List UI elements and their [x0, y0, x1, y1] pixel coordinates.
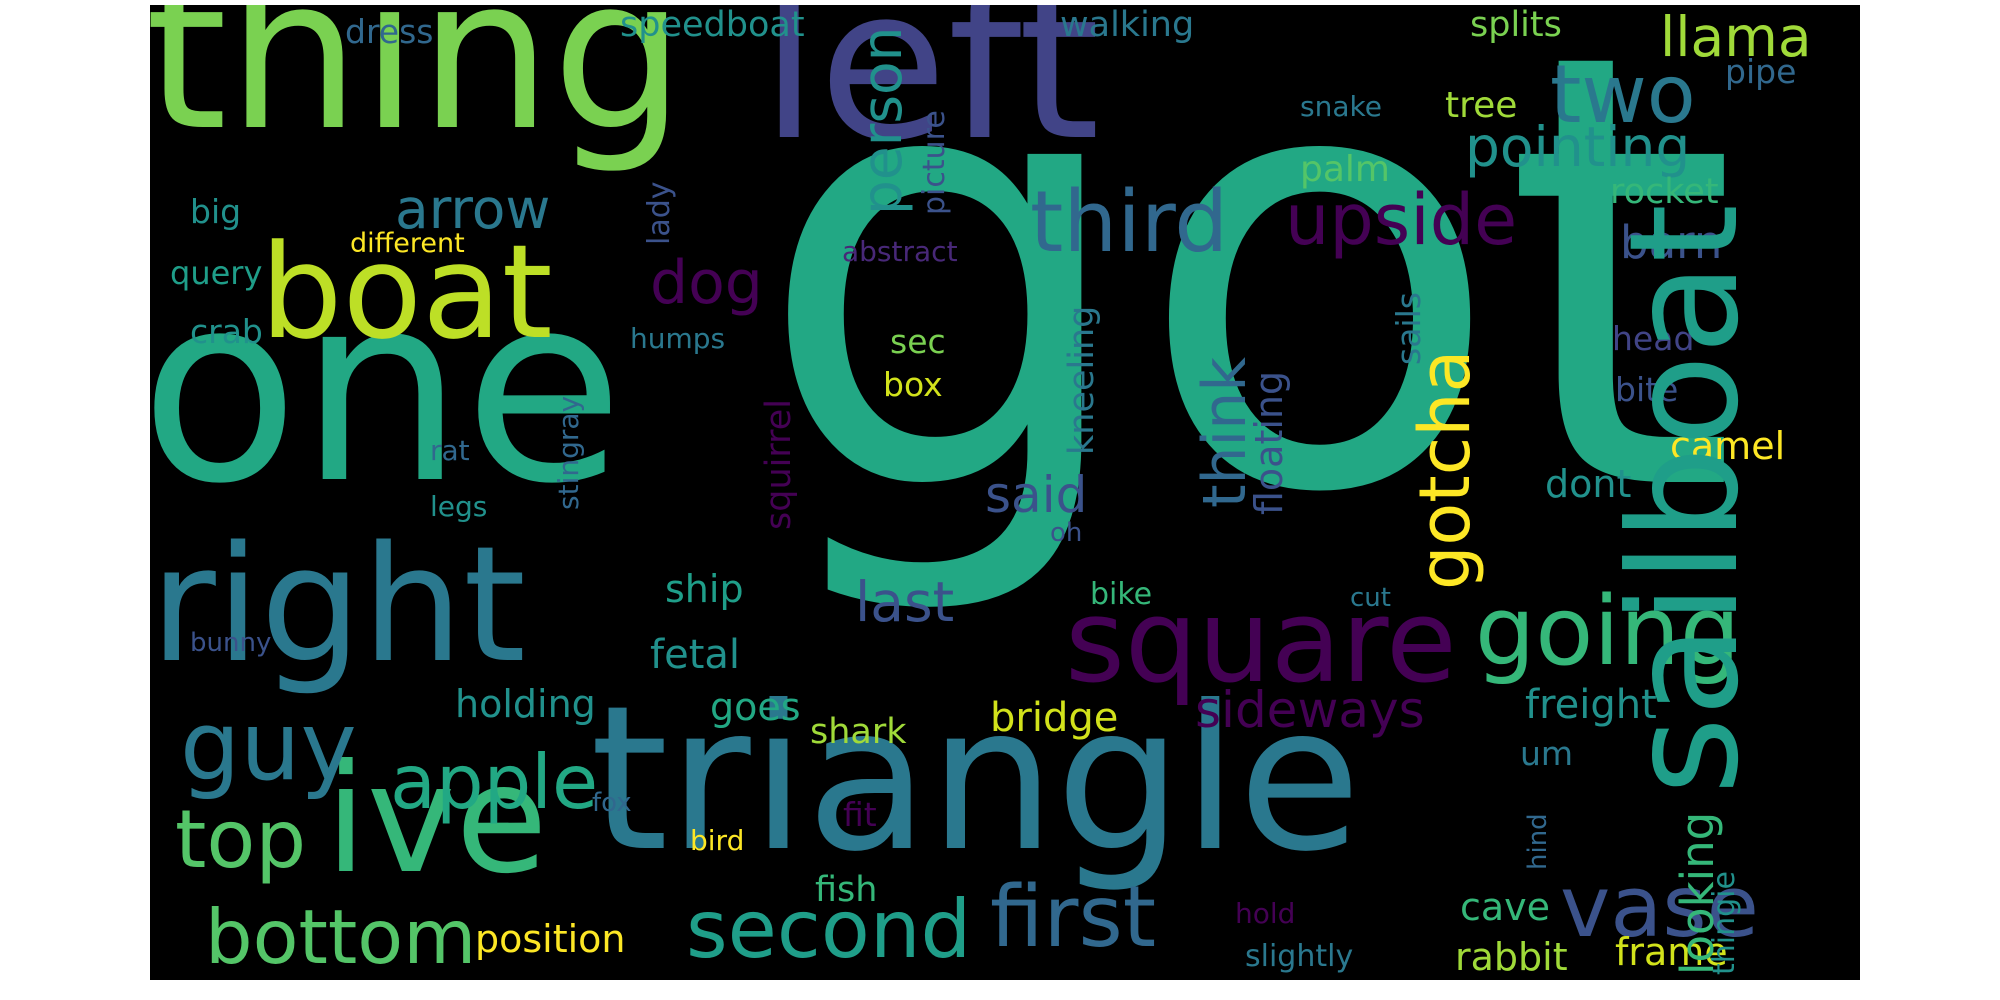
word-squirrel: squirrel [759, 398, 799, 530]
word-oh: oh [1050, 518, 1083, 548]
word-head: head [1612, 319, 1695, 358]
word-camel: camel [1670, 424, 1786, 468]
word-sec: sec [890, 322, 946, 361]
word-hold: hold [1235, 897, 1296, 930]
word-cut: cut [1350, 583, 1391, 613]
word-dont: dont [1545, 462, 1632, 506]
word-apple: apple [390, 738, 599, 826]
word-hind: hind [1523, 813, 1553, 870]
word-stingray: stingray [552, 395, 585, 510]
word-position: position [475, 917, 626, 961]
word-fetal: fetal [650, 632, 740, 678]
word-snake: snake [1300, 90, 1382, 123]
word-rocket: rocket [1610, 172, 1719, 212]
word-triangle: triangle [590, 663, 1362, 896]
word-different: different [350, 228, 465, 259]
word-bottom: bottom [205, 893, 477, 980]
word-left: left [760, 5, 1101, 187]
word-frame: frame [1615, 930, 1728, 974]
word-walking: walking [1060, 5, 1195, 45]
word-query: query [170, 254, 263, 292]
word-legs: legs [430, 490, 488, 523]
word-um: um [1520, 734, 1574, 773]
word-boat: boat [260, 216, 553, 368]
word-gotcha: gotcha [1404, 349, 1486, 590]
word-goes: goes [710, 685, 801, 729]
word-rabbit: rabbit [1455, 935, 1568, 979]
word-shark: shark [810, 712, 907, 752]
word-said: said [985, 466, 1088, 524]
word-humps: humps [630, 322, 726, 355]
word-top: top [175, 793, 307, 886]
word-barn: barn [1620, 216, 1723, 269]
word-thingie: thingie [1707, 871, 1742, 975]
word-right: right [150, 511, 526, 698]
word-thing: thing [150, 5, 686, 177]
word-big: big [190, 192, 242, 231]
word-llama: llama [1660, 5, 1812, 69]
word-bike: bike [1090, 577, 1153, 612]
word-palm: palm [1300, 149, 1390, 190]
word-sails: sails [1389, 292, 1428, 365]
word-last: last [855, 570, 955, 634]
word-third: third [1030, 173, 1229, 272]
word-dress: dress [345, 12, 434, 51]
word-crab: crab [190, 312, 263, 351]
word-think: think [1190, 357, 1260, 508]
word-arrow: arrow [395, 177, 551, 241]
word-lady: lady [642, 181, 677, 245]
word-guy: guy [180, 692, 357, 802]
word-holding: holding [455, 682, 596, 726]
word-slightly: slightly [1245, 939, 1354, 974]
word-sailboat: sailboat [1598, 203, 1772, 795]
word-dog: dog [650, 248, 763, 318]
word-going: going [1475, 577, 1741, 687]
word-pointing: pointing [1465, 115, 1691, 179]
word-pipe: pipe [1725, 52, 1797, 91]
word-first: first [990, 868, 1157, 967]
word-floating: floating [1247, 370, 1291, 515]
word-fish: fish [815, 870, 878, 910]
word-second: second [686, 883, 972, 976]
word-fox: fox [592, 788, 632, 818]
word-got: got [755, 5, 1739, 624]
word-bridge: bridge [990, 695, 1119, 741]
word-sideways: sideways [1195, 681, 1425, 739]
word-two: two [1550, 48, 1696, 141]
word-splits: splits [1470, 5, 1562, 45]
word-bunny: bunny [190, 628, 272, 658]
word-person: person [850, 26, 914, 215]
word-rat: rat [430, 434, 470, 467]
word-bite: bite [1615, 370, 1679, 409]
word-fit: fit [843, 795, 877, 834]
word-upside: upside [1285, 179, 1518, 261]
word-cloud: got one thing left triangle right ive bo… [150, 5, 1860, 980]
word-tree: tree [1445, 85, 1518, 126]
word-bird: bird [690, 824, 745, 857]
word-cave: cave [1460, 885, 1551, 929]
word-kneeling: kneeling [1062, 305, 1102, 455]
word-vase: vase [1560, 858, 1759, 957]
word-one: one [150, 239, 624, 541]
word-abstract: abstract [842, 235, 958, 268]
word-ive: ive [325, 733, 548, 907]
word-freight: freight [1525, 682, 1657, 728]
word-square: square [1065, 575, 1457, 709]
word-ship: ship [665, 567, 744, 611]
word-speedboat: speedboat [620, 5, 805, 45]
word-box: box [883, 365, 943, 404]
word-picture: picture [917, 110, 952, 215]
